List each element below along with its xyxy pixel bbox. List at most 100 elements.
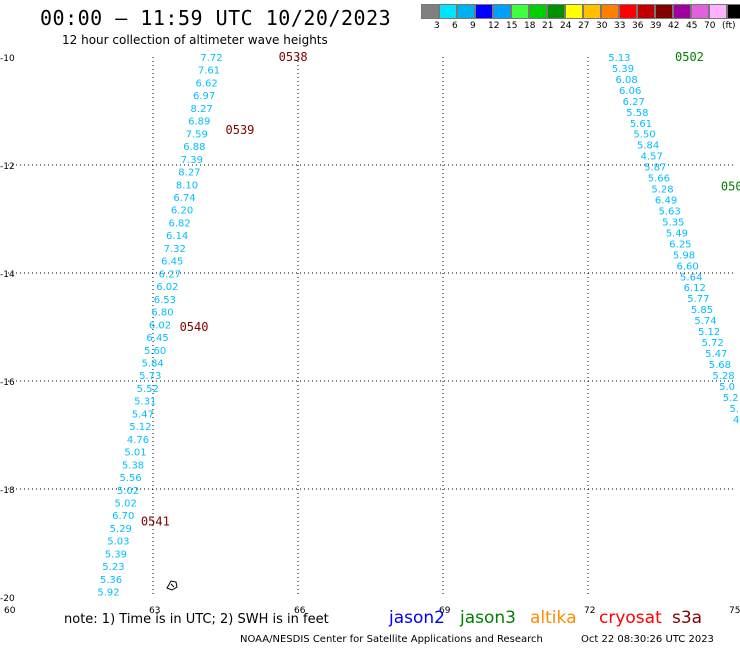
wave-height-value: 7.72 — [200, 53, 222, 64]
wave-height-value: 5.35 — [662, 217, 684, 228]
color-swatch — [583, 4, 601, 19]
wave-height-value: 6.88 — [183, 142, 205, 153]
color-swatch — [565, 4, 583, 19]
color-scale-bar — [421, 4, 740, 19]
wave-height-value: 5.2 — [723, 393, 739, 404]
wave-height-value: 6.49 — [655, 196, 677, 207]
color-scale-label: 6 — [452, 21, 458, 31]
wave-height-value: 5.12 — [698, 327, 720, 338]
wave-height-value: 5.77 — [687, 294, 709, 305]
wave-height-value: 6.02 — [149, 320, 171, 331]
wave-height-value: 5.84 — [637, 141, 659, 152]
color-scale-label: 18 — [524, 21, 536, 31]
color-swatch — [421, 4, 439, 19]
note-text: note: 1) Time is in UTC; 2) SWH is in fe… — [64, 612, 329, 627]
wave-height-value: 5.50 — [633, 130, 655, 141]
wave-height-value: 5.56 — [119, 473, 141, 484]
color-scale-label: 3 — [434, 21, 440, 31]
wave-height-value: 6.25 — [669, 239, 691, 250]
legend-altika: altika — [530, 608, 577, 628]
color-swatch — [475, 4, 493, 19]
color-scale-labels: 3 6 9 12 15 18 21 24 27 30 33 36 39 42 45 70 (ft) — [421, 21, 740, 33]
wave-height-value: 5.02 — [115, 499, 137, 510]
color-swatch — [601, 4, 619, 19]
pass-time-label: 0539 — [226, 123, 255, 137]
lon-tick-label: 75 — [729, 606, 740, 616]
wave-height-value: 5.39 — [105, 549, 127, 560]
map-title: 00:00 — 11:59 UTC 10/20/2023 — [40, 6, 392, 30]
wave-height-value: 5.31 — [134, 397, 156, 408]
wave-height-value: 5.92 — [97, 588, 119, 599]
pass-time-label: 0541 — [141, 514, 170, 528]
wave-height-value: 5.29 — [110, 524, 132, 535]
color-swatch — [511, 4, 529, 19]
color-swatch — [655, 4, 673, 19]
legend-jason2: jason2 — [389, 608, 445, 628]
wave-height-value: 6.97 — [193, 91, 215, 102]
wave-height-value: 6.53 — [154, 295, 176, 306]
wave-height-value: 5.87 — [644, 163, 666, 174]
wave-height-value: 5.85 — [691, 305, 713, 316]
color-swatch — [727, 4, 740, 19]
color-scale-label: 70 — [704, 21, 716, 31]
color-scale-label: 9 — [470, 21, 476, 31]
color-scale-label: 36 — [632, 21, 644, 31]
wave-height-value: 6.70 — [112, 511, 134, 522]
legend-jason3: jason3 — [460, 608, 516, 628]
tick-labels: 60 63 66 69 72 75 -10 -12 -14 -16 -18 -20 — [0, 54, 740, 616]
color-swatch — [691, 4, 709, 19]
wave-height-value: 5.68 — [709, 360, 731, 371]
color-swatch — [673, 4, 691, 19]
island-shape — [166, 580, 178, 591]
wave-height-value: 5.12 — [129, 422, 151, 433]
time-labels: 0538 0539 0540 0541 0502 0503 — [141, 50, 740, 528]
wave-height-value: 5. — [729, 404, 739, 415]
pass-time-label: 0540 — [180, 320, 209, 334]
color-scale-label: 39 — [650, 21, 662, 31]
pass-time-label: 0502 — [675, 50, 704, 64]
lat-tick-label: -18 — [0, 486, 15, 496]
wave-height-value: 5.66 — [648, 174, 670, 185]
lat-tick-label: -16 — [0, 378, 15, 388]
wave-height-value: 6.80 — [151, 308, 173, 319]
color-scale-label: 12 — [488, 21, 500, 31]
wave-height-value: 7.32 — [164, 244, 186, 255]
legend-s3a: s3a — [672, 608, 703, 628]
legend-cryosat: cryosat — [599, 608, 662, 628]
wave-height-value: 5.23 — [102, 562, 124, 573]
wave-height-value: 5.28 — [712, 371, 734, 382]
footer-source: NOAA/NESDIS Center for Satellite Applica… — [240, 634, 543, 645]
wave-height-value: 6.82 — [168, 218, 190, 229]
wave-height-value: 5.60 — [144, 346, 166, 357]
wave-height-value: 6.60 — [676, 261, 698, 272]
wave-height-value: 6.89 — [188, 117, 210, 128]
wave-height-value: 7.59 — [186, 129, 208, 140]
color-swatch — [709, 4, 727, 19]
footer-timestamp: Oct 22 08:30:26 UTC 2023 — [581, 634, 714, 645]
lon-tick-label: 69 — [439, 606, 451, 616]
color-swatch — [439, 4, 457, 19]
wave-height-value: 5.49 — [666, 228, 688, 239]
color-scale-label: 27 — [578, 21, 590, 31]
color-scale-label: 45 — [686, 21, 698, 31]
color-scale-label: 21 — [542, 21, 554, 31]
wave-height-value: 5.38 — [122, 460, 144, 471]
wave-height-value: 6.02 — [156, 282, 178, 293]
wave-height-value: 8.10 — [176, 180, 198, 191]
wave-height-value: 5.64 — [680, 272, 702, 283]
wave-height-value: 5.03 — [107, 537, 129, 548]
color-swatch — [619, 4, 637, 19]
lon-tick-label: 63 — [149, 606, 160, 616]
color-swatch — [493, 4, 511, 19]
wave-height-value: 5.74 — [694, 316, 716, 327]
wave-height-value: 8.27 — [178, 168, 200, 179]
color-scale-label: 42 — [668, 21, 680, 31]
wave-height-value: 7.61 — [198, 66, 220, 77]
color-swatch — [547, 4, 565, 19]
color-scale-label: 33 — [614, 21, 626, 31]
wave-height-value: 6.74 — [173, 193, 195, 204]
wave-height-value: 5.36 — [100, 575, 122, 586]
wave-height-value: 6.62 — [195, 78, 217, 89]
wave-height-value: 5.47 — [705, 349, 727, 360]
